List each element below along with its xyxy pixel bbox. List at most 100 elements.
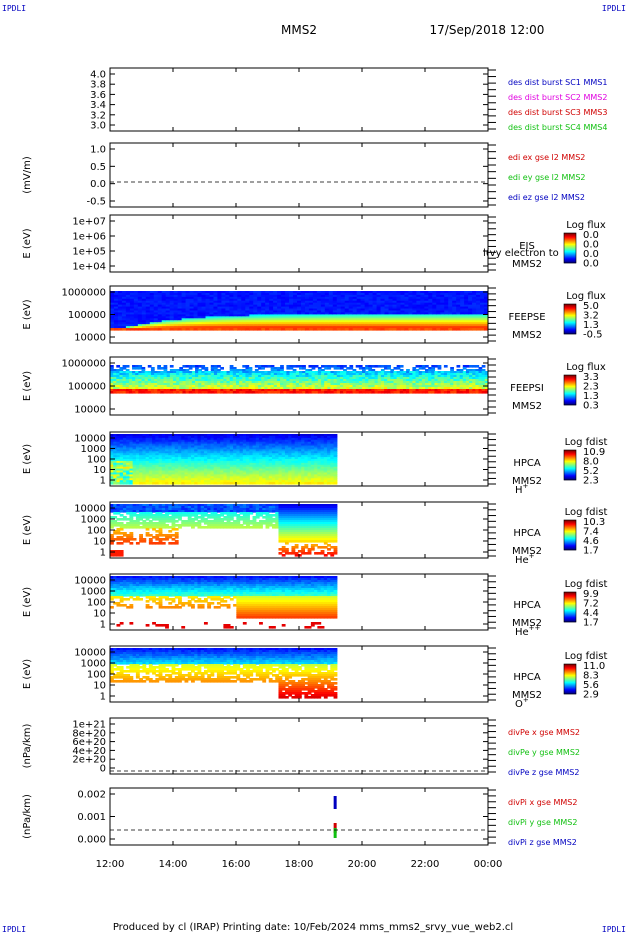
y-tick-label: 10 xyxy=(93,465,106,476)
colorbar-step xyxy=(564,241,576,243)
species-label: He++ xyxy=(515,624,541,638)
spacecraft-label: MMS2 xyxy=(512,330,542,341)
colorbar-step xyxy=(564,537,576,539)
colorbar-tick-label: 9.9 xyxy=(583,589,599,600)
colorbar-step xyxy=(564,684,576,686)
colorbar-step xyxy=(564,464,576,466)
colorbar-tick-label: 10.3 xyxy=(583,517,605,528)
colorbar-step xyxy=(564,249,576,251)
colorbar-step xyxy=(564,311,576,313)
heatmap-feepse xyxy=(110,291,488,331)
species-label: O+ xyxy=(515,696,529,710)
y-tick-label: 0.002 xyxy=(77,790,106,801)
colorbar-step xyxy=(564,473,576,475)
y-tick-label: 10 xyxy=(93,681,106,692)
colorbar-step xyxy=(564,381,576,383)
y-axis-label: E (eV) xyxy=(22,515,33,545)
y-tick-label: 0.001 xyxy=(77,812,106,823)
corner-label-top-left: IPDLI xyxy=(2,4,27,13)
y-tick-label: 1000 xyxy=(81,515,106,526)
y-tick-label: 10000 xyxy=(74,434,106,445)
y-tick-label: 100000 xyxy=(68,310,106,321)
colorbar-step xyxy=(564,668,576,670)
colorbar-step xyxy=(564,233,576,235)
colorbar-step xyxy=(564,252,576,254)
colorbar-step xyxy=(564,540,576,542)
corner-label-bottom-left: IPDLI xyxy=(2,925,27,934)
colorbar-step xyxy=(564,330,576,332)
colorbar-step xyxy=(564,316,576,318)
colorbar-step xyxy=(564,608,576,610)
y-tick-label: 1000 xyxy=(81,659,106,670)
colorbar-step xyxy=(564,378,576,380)
instrument-label: HPCA xyxy=(513,600,541,611)
colorbar-step xyxy=(564,454,576,456)
y-tick-label: 0.000 xyxy=(77,835,106,846)
colorbar-step xyxy=(564,471,576,473)
colorbar-step xyxy=(564,679,576,681)
colorbar-step xyxy=(564,545,576,547)
divpi-y-spike xyxy=(333,828,337,838)
colorbar-step xyxy=(564,462,576,464)
colorbar-step xyxy=(564,306,576,308)
colorbar-step xyxy=(564,674,576,676)
colorbar-frame xyxy=(563,303,577,335)
colorbar-tick-label: 4.4 xyxy=(583,608,599,619)
colorbar-step xyxy=(564,396,576,398)
colorbar-step xyxy=(564,315,576,317)
colorbar-step xyxy=(564,468,576,470)
colorbar-step xyxy=(564,240,576,242)
colorbar-step xyxy=(564,675,576,677)
colorbar-step xyxy=(564,310,576,312)
colorbar-step xyxy=(564,671,576,673)
colorbar-step xyxy=(564,615,576,617)
colorbar-tick-label: 10.9 xyxy=(583,447,605,458)
colorbar-frame xyxy=(563,232,577,264)
colorbar-step xyxy=(564,600,576,602)
legend-entry: divPi x gse MMS2 xyxy=(508,798,577,807)
legend-entry: divPe z gse MMS2 xyxy=(508,768,579,777)
spacecraft-label: MMS2 xyxy=(512,476,542,487)
colorbar-step xyxy=(564,460,576,462)
plot-title: MMS2 xyxy=(281,23,317,37)
colorbar-step xyxy=(564,250,576,252)
colorbar-tick-label: 4.6 xyxy=(583,536,599,547)
legend-entry: des dist burst SC1 MMS1 xyxy=(508,78,607,87)
y-tick-label: 10000 xyxy=(74,333,106,344)
colorbar-step xyxy=(564,673,576,675)
spacecraft-label: MMS2 xyxy=(512,401,542,412)
colorbar-step xyxy=(564,457,576,459)
colorbar-step xyxy=(564,611,576,613)
colorbar-step xyxy=(564,538,576,540)
x-tick-label: 22:00 xyxy=(411,859,440,870)
heatmap-divpi xyxy=(333,796,337,838)
colorbar-step xyxy=(564,479,576,481)
colorbar-step xyxy=(564,328,576,330)
y-tick-label: 4.0 xyxy=(90,70,106,81)
colorbar-step xyxy=(564,237,576,239)
colorbar-step xyxy=(564,687,576,689)
colorbar-step xyxy=(564,597,576,599)
colorbar-step xyxy=(564,594,576,596)
colorbar-step xyxy=(564,521,576,523)
colorbar-tick-label: 7.2 xyxy=(583,599,599,610)
colorbar-tick-label: 5.6 xyxy=(583,680,599,691)
y-tick-label: 1e+06 xyxy=(72,232,106,243)
instrument-label: FEEPSI xyxy=(510,383,544,394)
colorbar-tick-label: 1.3 xyxy=(583,320,599,331)
colorbar-step xyxy=(564,393,576,395)
panel-hpca_o: E (eV) xyxy=(22,645,577,703)
colorbar-step xyxy=(564,677,576,679)
instrument-label: FEEPSE xyxy=(508,312,545,323)
y-tick-label: 1.0 xyxy=(90,145,106,156)
x-tick-label: 00:00 xyxy=(474,859,503,870)
colorbar-title: Log fdist xyxy=(565,437,608,448)
y-tick-label: 3.8 xyxy=(90,80,106,91)
colorbar-step xyxy=(564,669,576,671)
colorbar-step xyxy=(564,304,576,306)
colorbar-step xyxy=(564,321,576,323)
colorbar-step xyxy=(564,466,576,468)
colorbar-step xyxy=(564,681,576,683)
colorbar-step xyxy=(564,593,576,595)
heatmap-feepsi xyxy=(110,365,488,394)
